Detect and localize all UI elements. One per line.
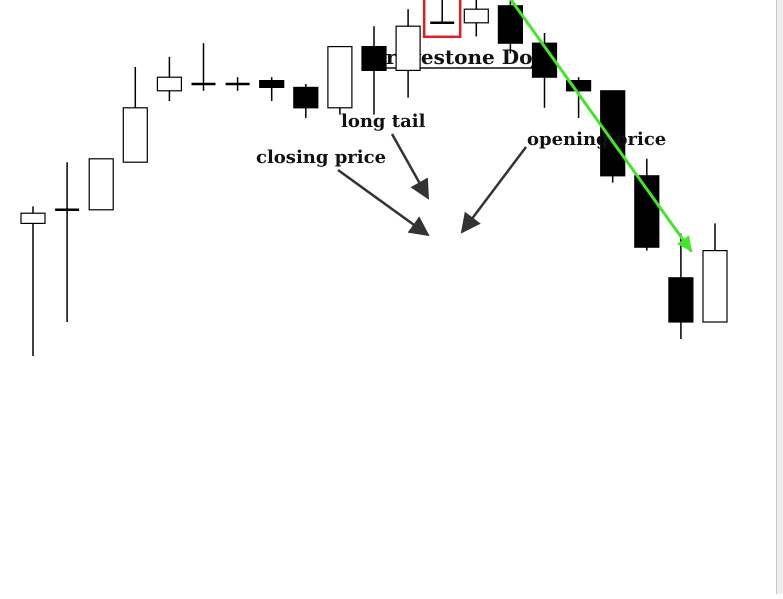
gravestone-doji-highlight-box: [422, 0, 462, 39]
candle-body-bearish: [668, 277, 694, 323]
candle-body-bearish: [259, 79, 285, 88]
downtrend-arrow: [509, 0, 693, 253]
annotation-closing-price: closing price: [256, 147, 386, 168]
candle-body-bearish: [293, 86, 319, 109]
candles-group: [20, 0, 728, 356]
candle-body-bullish: [156, 76, 182, 92]
long-tail-pointer-arrow: [390, 133, 430, 200]
window-right-edge: [776, 0, 783, 594]
candle-body-bullish: [327, 45, 353, 109]
annotation-opening-price: opening price: [527, 129, 666, 150]
candle-body-bullish: [395, 25, 421, 72]
candle-body-bullish: [20, 212, 46, 224]
candle-body-bullish: [463, 8, 489, 24]
candle-body-bullish: [88, 158, 114, 211]
candle-body-bearish: [634, 175, 660, 248]
annotation-long-tail: long tail: [341, 111, 426, 132]
candle-body-bearish: [565, 79, 592, 92]
closing-price-pointer-arrow: [337, 168, 430, 237]
candle-body-bearish: [600, 90, 626, 177]
candle-body-bearish: [361, 45, 387, 71]
candle-body-bullish: [122, 107, 148, 163]
opening-price-pointer-arrow: [460, 146, 527, 234]
candle-body-bullish: [702, 250, 728, 323]
